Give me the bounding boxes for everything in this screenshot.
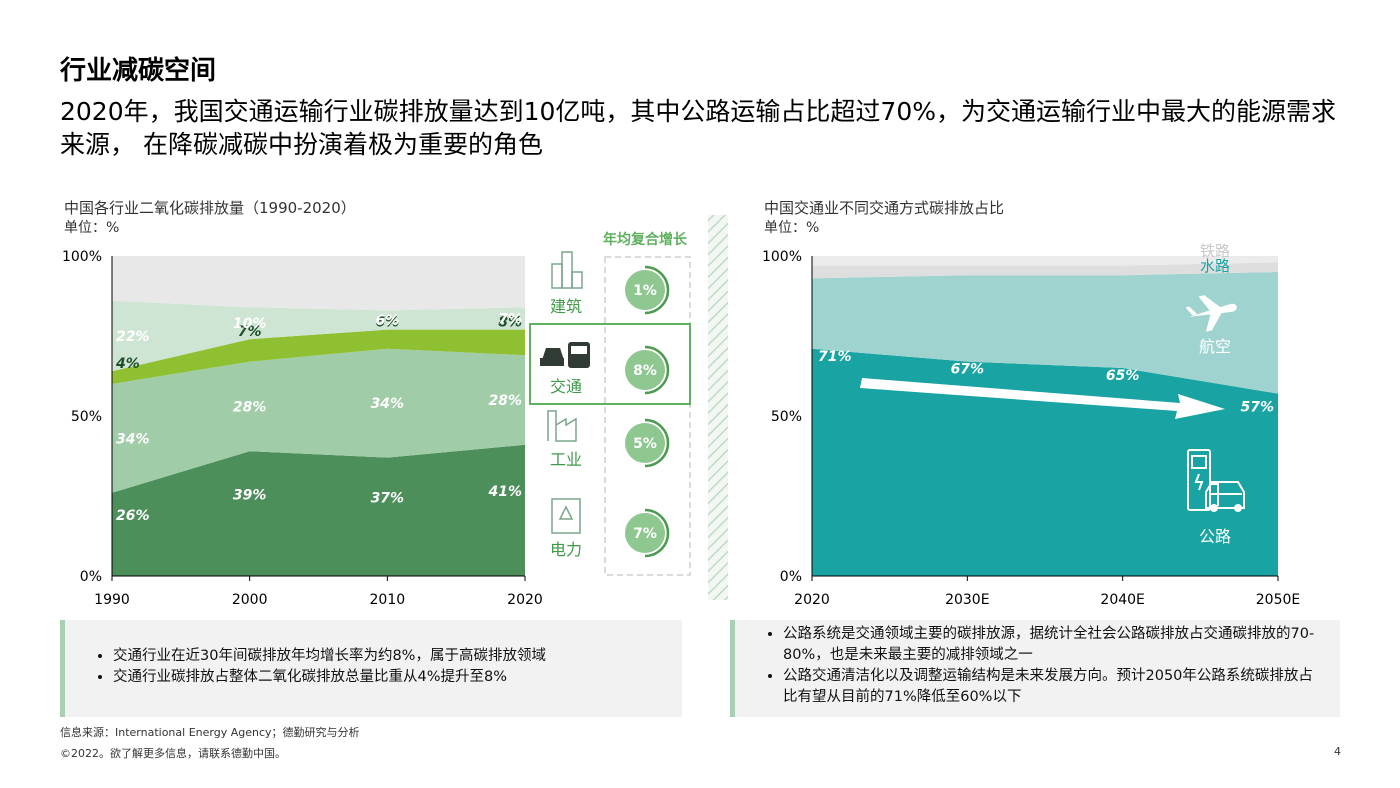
left-chart-data-label: 6% (375, 315, 399, 331)
cagr-circle (625, 423, 665, 463)
left-chart-data-label: 7% (238, 324, 262, 340)
right-chart-y-tick-label: 50% (771, 409, 802, 425)
declining-trend-arrow (860, 378, 1225, 419)
right-chart-y-tick-label: 0% (780, 569, 802, 585)
building-icon (551, 251, 583, 289)
left-chart-data-label: 34% (116, 431, 150, 447)
cagr-value: 5% (633, 436, 657, 452)
left-chart-x-tick-label: 2010 (370, 592, 406, 608)
source-note: 信息来源：International Energy Agency；德勤研究与分析 (60, 726, 360, 739)
cagr-ring (644, 508, 670, 558)
transport-highlight-box (529, 323, 691, 405)
page-subtitle: 2020年，我国交通运输行业碳排放量达到10亿吨，其中公路运输占比超过70%，为… (60, 97, 1337, 159)
right-chart-area-2 (812, 272, 1278, 394)
right-chart-data-label: 65% (1106, 368, 1140, 384)
rail-series-label: 铁路 (1200, 242, 1230, 260)
left-chart-data-label: 28% (488, 393, 522, 409)
right-chart-y-tick-label: 100% (762, 249, 802, 265)
left-chart-x-tick-label: 1990 (94, 592, 130, 608)
left-note-item: 交通行业碳排放占整体二氧化碳排放总量比重从4%提升至8% (113, 667, 672, 688)
left-note-item: 交通行业在近30年间碳排放年均增长率为约8%，属于高碳排放领域 (113, 646, 672, 667)
right-chart-title: 中国交通业不同交通方式碳排放占比 (764, 199, 1005, 217)
right-chart-area-4 (812, 256, 1278, 266)
cagr-items: 建筑 1% 交通 8% 工业 5% 电力 7% (540, 251, 670, 559)
right-chart-x-tick-label: 2020 (794, 592, 830, 608)
right-note-item: 公路系统是交通领域主要的碳排放源，据统计全社会公路碳排放占交通碳排放的70-80… (783, 624, 1326, 666)
cagr-sector-label: 工业 (550, 450, 582, 469)
left-chart-area-5 (112, 256, 525, 311)
water-series-label: 水路 (1200, 257, 1230, 275)
left-chart-x-tick-label: 2000 (232, 592, 268, 608)
cagr-dashed-box (604, 256, 691, 576)
cagr-circle (625, 513, 665, 553)
left-chart-area-3 (112, 329, 525, 384)
left-chart-data-label: 39% (233, 487, 267, 503)
cagr-circle (625, 270, 665, 310)
left-chart-data-labels: 26%39% 37% 41%34%28% 34% 28%4%7%6% 8%22%10% 6%… (115, 311, 522, 524)
page-number: 4 (1334, 745, 1341, 758)
left-chart-area-4 (112, 300, 525, 372)
left-chart-areas (112, 256, 525, 576)
left-chart-y-tick-label: 0% (80, 569, 102, 585)
right-chart-x-tick-label: 2030E (945, 592, 989, 608)
left-chart-data-label: 34% (371, 396, 405, 412)
right-chart-data-label: 57% (1240, 400, 1274, 416)
left-chart-data-label: 10% (233, 316, 267, 332)
right-chart-data-label: 67% (951, 362, 985, 378)
left-chart-y-tick-label: 100% (62, 249, 102, 265)
right-chart-data-label: 71% (818, 349, 852, 365)
cagr-item: 电力 7% (550, 498, 670, 559)
cagr-ring (644, 345, 670, 395)
cagr-value: 7% (633, 526, 657, 542)
left-chart-area-1 (112, 444, 525, 576)
page-title: 行业减碳空间 (60, 56, 217, 86)
power-box-icon (551, 498, 581, 534)
left-chart-title: 中国各行业二氧化碳排放量（1990-2020） (64, 199, 356, 217)
cagr-item: 工业 5% (547, 410, 670, 469)
cagr-sector-label: 电力 (550, 540, 582, 559)
cagr-sector-label: 交通 (550, 377, 582, 396)
cagr-header: 年均复合增长 (603, 231, 688, 248)
right-chart-axes: 2020 2030E 2040E 2050E 0% 50% 100% (762, 249, 1300, 608)
cagr-item: 交通 8% (540, 342, 670, 396)
left-chart-unit: 单位：% (64, 220, 120, 236)
right-note-item: 公路交通清洁化以及调整运输结构是未来发展方向。预计2050年公路系统碳排放占比有… (783, 666, 1326, 708)
left-chart-data-label: 26% (116, 508, 150, 524)
left-chart-x-tick-label: 2020 (507, 592, 543, 608)
left-chart-data-label: 7% (498, 311, 522, 327)
airplane-icon (1185, 295, 1237, 332)
factory-icon (547, 410, 577, 442)
copyright-note: ©2022。欲了解更多信息，请联系德勤中国。 (60, 747, 286, 760)
aviation-series-label: 航空 (1199, 337, 1231, 356)
left-chart-data-label: 22% (116, 329, 150, 345)
right-chart-x-tick-label: 2050E (1256, 592, 1300, 608)
left-chart-area-2 (112, 348, 525, 493)
cagr-ring (644, 418, 670, 468)
vehicle-icon (540, 342, 590, 368)
cagr-value: 1% (633, 283, 657, 299)
right-chart-unit: 单位：% (764, 220, 820, 236)
ev-charging-icon (1187, 449, 1245, 512)
left-chart-data-label: 37% (371, 491, 405, 507)
right-chart-area-3 (812, 262, 1278, 279)
left-chart-axes: 1990 2000 2010 2020 0% 50% 100% (62, 249, 543, 608)
right-chart-x-tick-label: 2040E (1100, 592, 1144, 608)
hatched-divider (708, 215, 728, 600)
left-chart-data-label: 8% (498, 315, 522, 331)
cagr-circle (625, 350, 665, 390)
right-notes-box: 公路系统是交通领域主要的碳排放源，据统计全社会公路碳排放占交通碳排放的70-80… (730, 620, 1340, 717)
road-series-label: 公路 (1199, 527, 1231, 546)
cagr-value: 8% (633, 363, 657, 379)
left-chart-data-label: 28% (233, 399, 267, 415)
left-chart-data-label: 4% (115, 356, 140, 372)
cagr-ring (644, 265, 670, 315)
left-chart-y-tick-label: 50% (71, 409, 102, 425)
cagr-sector-label: 建筑 (550, 297, 582, 316)
cagr-item: 建筑 1% (550, 251, 670, 316)
left-notes-box: 交通行业在近30年间碳排放年均增长率为约8%，属于高碳排放领域 交通行业碳排放占… (60, 620, 682, 717)
left-chart-data-label: 41% (487, 484, 522, 500)
left-chart-data-label: 6% (375, 313, 399, 329)
